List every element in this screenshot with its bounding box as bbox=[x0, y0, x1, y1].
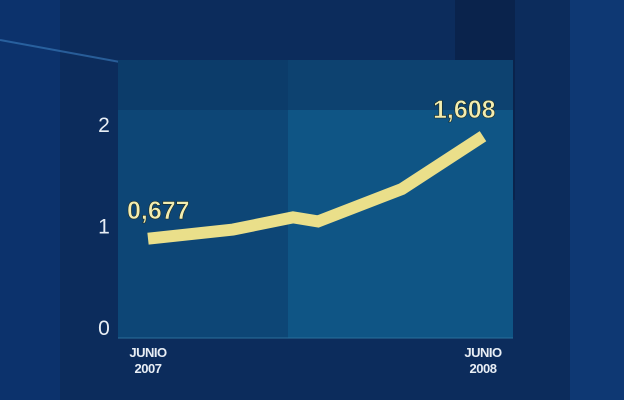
x-tick-label-start-year: 2007 bbox=[135, 361, 162, 376]
y-tick-label: 1 bbox=[98, 216, 110, 239]
x-tick-label-start-month: JUNIO bbox=[129, 345, 167, 360]
x-tick-label-end-month: JUNIO bbox=[464, 345, 502, 360]
data-label-end: 1,608 bbox=[433, 96, 496, 124]
y-tick-label: 2 bbox=[98, 114, 110, 137]
y-tick-label: 0 bbox=[98, 317, 110, 340]
data-label-start: 0,677 bbox=[127, 197, 190, 225]
x-tick-label-end-year: 2008 bbox=[470, 361, 497, 376]
series-line bbox=[147, 131, 487, 245]
